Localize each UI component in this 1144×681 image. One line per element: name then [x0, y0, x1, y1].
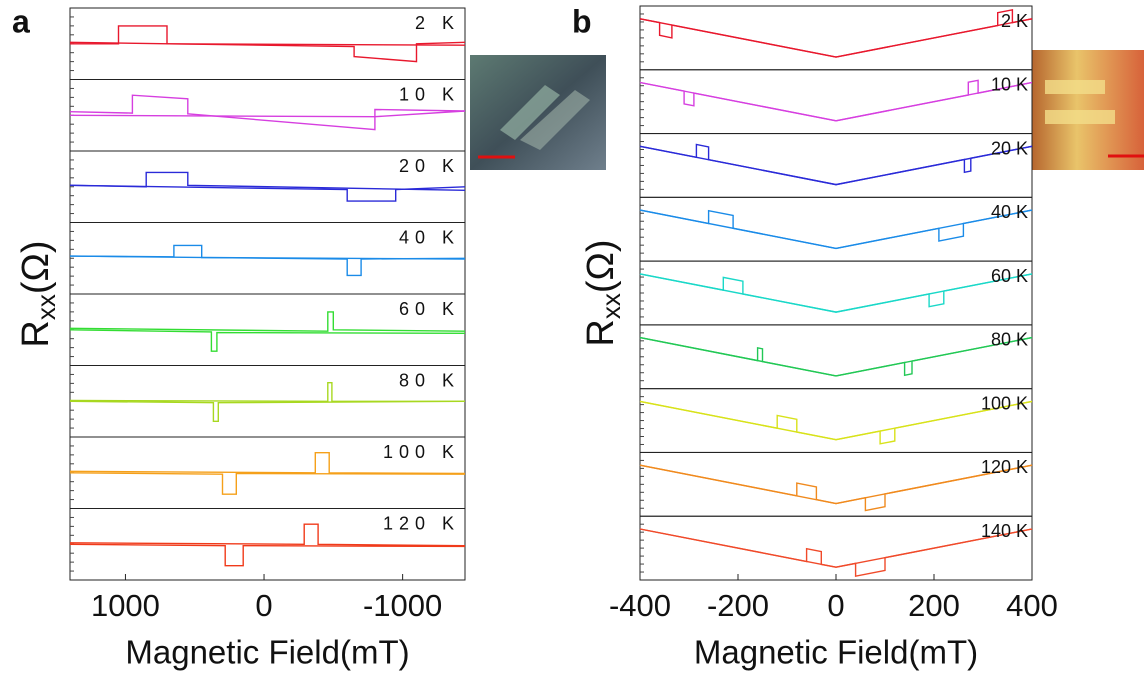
trace [69, 329, 466, 352]
trace [69, 110, 466, 118]
temperature-label: 100 K [981, 393, 1028, 413]
y-label-unit: (Ω) [15, 240, 57, 294]
trace [639, 336, 1033, 377]
trace [69, 311, 466, 332]
x-tick-label: -400 [609, 588, 671, 623]
subplot-frame [639, 388, 1033, 453]
trace [69, 94, 466, 131]
subplot-frame [639, 5, 1033, 71]
temperature-label: 60 K [991, 266, 1028, 286]
subplot-frame [639, 324, 1033, 390]
panel-label: a [12, 3, 30, 39]
temperature-label: 80 K [399, 370, 460, 390]
temperature-label: 20 K [991, 138, 1028, 158]
y-label-sub: xx [31, 294, 61, 320]
subplot-frame [639, 196, 1033, 262]
trace [69, 523, 466, 547]
trace [639, 464, 1033, 512]
trace [639, 400, 1033, 445]
subplot-frame [639, 69, 1033, 135]
trace [69, 543, 466, 567]
y-axis-label: Rxx(Ω) [15, 240, 61, 347]
trace [69, 472, 466, 495]
temperature-label: 60 K [399, 299, 460, 319]
temperature-label: 40 K [399, 227, 460, 247]
trace [639, 528, 1033, 578]
temperature-label: 80 K [991, 330, 1028, 350]
trace [69, 184, 466, 202]
trace [639, 273, 1033, 313]
temperature-label: 40 K [991, 202, 1028, 222]
trace [639, 145, 1033, 186]
subplot-frame [639, 451, 1033, 517]
y-label-sub: xx [596, 293, 626, 319]
y-axis-label: Rxx(Ω) [580, 239, 626, 346]
temperature-label: 10 K [399, 84, 460, 104]
trace [639, 79, 1033, 122]
x-tick-label: 400 [1006, 588, 1058, 623]
temperature-label: 140 K [981, 521, 1028, 541]
temperature-label: 100 K [383, 442, 460, 462]
subplot-frame [639, 515, 1033, 581]
temperature-label: 120 K [981, 457, 1028, 477]
trace [639, 464, 1033, 505]
trace [69, 41, 466, 63]
y-label-unit: (Ω) [580, 239, 622, 293]
inset-image-a [470, 55, 606, 170]
temperature-label: 10 K [991, 75, 1028, 95]
x-tick-label: 200 [908, 588, 960, 623]
trace [639, 336, 1033, 377]
trace [70, 25, 466, 46]
trace [639, 143, 1033, 186]
temperature-label: 2 K [415, 13, 460, 33]
trace [69, 452, 466, 475]
temperature-label: 2 K [1001, 11, 1028, 31]
trace [639, 400, 1033, 441]
trace [69, 382, 465, 403]
x-tick-label: 1000 [91, 588, 160, 623]
x-tick-label: -1000 [363, 588, 442, 623]
subplot-frame [639, 133, 1033, 198]
subplot-frame [639, 260, 1033, 326]
x-axis-label: Magnetic Field(mT) [694, 634, 978, 671]
trace [639, 8, 1033, 58]
y-label-main: R [580, 319, 622, 346]
trace [639, 209, 1033, 250]
inset-image-b [1032, 50, 1144, 170]
trace [639, 18, 1033, 58]
trace [639, 81, 1033, 122]
temperature-label: 20 K [399, 156, 460, 176]
x-axis-label: Magnetic Field(mT) [125, 634, 409, 671]
trace [69, 255, 466, 277]
panel-label: b [572, 3, 592, 39]
x-tick-label: 0 [827, 588, 844, 623]
y-label-main: R [15, 320, 57, 347]
trace [639, 209, 1033, 250]
temperature-label: 120 K [383, 513, 460, 533]
trace [639, 528, 1033, 568]
trace [639, 273, 1033, 313]
x-tick-label: -200 [707, 588, 769, 623]
trace [69, 400, 466, 422]
x-tick-label: 0 [255, 588, 272, 623]
